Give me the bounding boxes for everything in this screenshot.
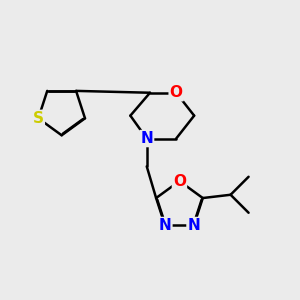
- Text: N: N: [188, 218, 200, 233]
- Text: O: O: [170, 85, 183, 100]
- Text: S: S: [33, 111, 44, 126]
- Text: O: O: [173, 174, 186, 189]
- Text: N: N: [140, 131, 153, 146]
- Text: N: N: [159, 218, 171, 233]
